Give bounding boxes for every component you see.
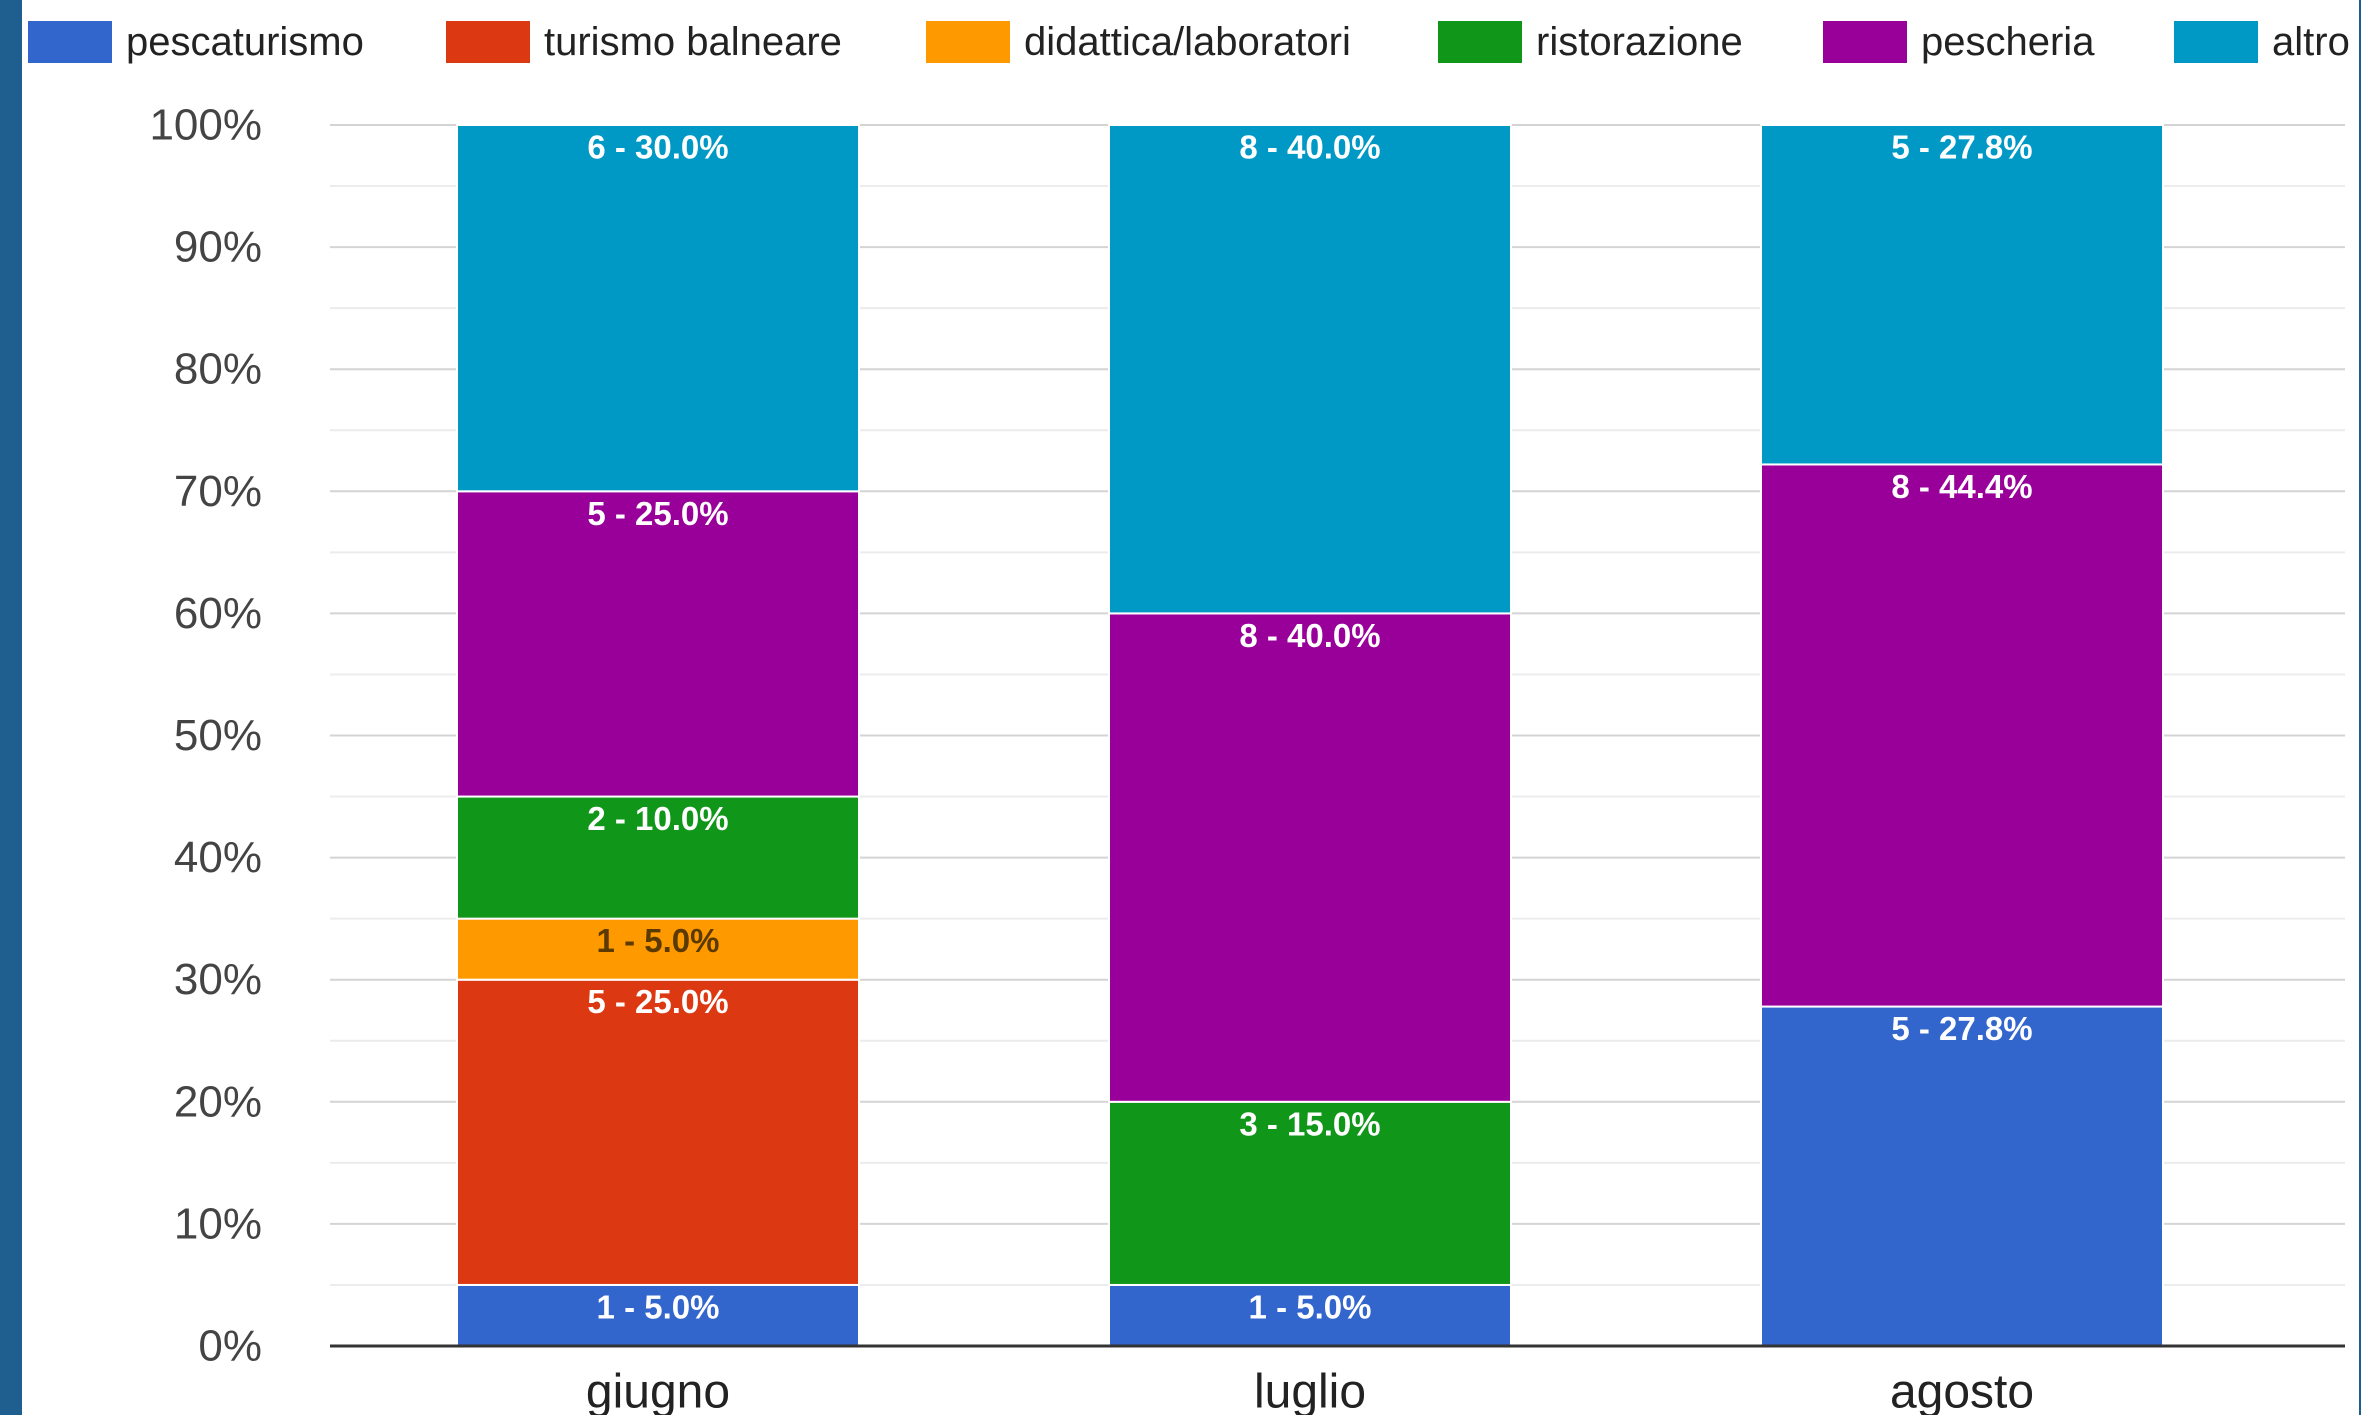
y-tick-label: 90% <box>174 223 262 272</box>
bar-data-label: 3 - 15.0% <box>1239 1105 1380 1142</box>
y-tick-label: 60% <box>174 589 262 638</box>
bar-segment-0-1 <box>456 978 860 1286</box>
x-axis: giugno luglio agosto <box>330 1344 2345 1415</box>
y-axis: 0% 10% 20% 30% 40% 50% 60% 70% 80% 90% 100% <box>149 101 262 1371</box>
y-tick-label: 40% <box>174 833 262 882</box>
bars: 1 - 5.0% 5 - 25.0% 1 - 5.0% 2 - 10.0% 5 - 25… <box>456 124 2164 1347</box>
y-tick-label: 10% <box>174 1199 262 1248</box>
legend-label-1: turismo balneare <box>544 20 842 64</box>
bar-data-label: 2 - 10.0% <box>587 800 728 837</box>
x-category-label: giugno <box>586 1366 730 1415</box>
legend: pescaturismo turismo balneare didattica/la… <box>28 20 2350 64</box>
bar-data-label: 1 - 5.0% <box>597 1288 720 1325</box>
bar-data-label: 5 - 27.8% <box>1891 1010 2032 1047</box>
legend-label-3: ristorazione <box>1536 20 1743 64</box>
bar-data-label: 5 - 25.0% <box>587 495 728 532</box>
x-category-label: agosto <box>1890 1366 2034 1415</box>
legend-label-4: pescheria <box>1921 20 2095 64</box>
legend-label-5: altro <box>2272 20 2350 64</box>
bar-segment-1-5 <box>1108 124 1512 615</box>
legend-label-2: didattica/laboratori <box>1024 20 1351 64</box>
bar-data-label: 1 - 5.0% <box>597 922 720 959</box>
x-category-label: luglio <box>1254 1366 1366 1415</box>
bar-data-label: 5 - 25.0% <box>587 983 728 1020</box>
y-tick-label: 30% <box>174 955 262 1004</box>
right-border-strip <box>2359 0 2361 1415</box>
bar-segment-0-3 <box>456 795 860 920</box>
legend-swatch-1 <box>446 21 530 63</box>
legend-label-0: pescaturismo <box>126 20 364 64</box>
bar-data-label: 5 - 27.8% <box>1891 129 2032 166</box>
bar-data-label: 1 - 5.0% <box>1249 1288 1372 1325</box>
left-border-strip <box>0 0 22 1415</box>
y-tick-label: 50% <box>174 711 262 760</box>
bar-segment-2-0 <box>1760 1005 2164 1347</box>
bar-segment-2-5 <box>1760 124 2164 466</box>
bar-data-label: 8 - 40.0% <box>1239 617 1380 654</box>
bar-segment-1-3 <box>1108 1100 1512 1286</box>
y-tick-label: 80% <box>174 345 262 394</box>
legend-swatch-0 <box>28 21 112 63</box>
legend-swatch-5 <box>2174 21 2258 63</box>
bar-segment-0-5 <box>456 124 860 493</box>
bar-segment-0-2 <box>456 917 860 981</box>
bar-segment-2-4 <box>1760 463 2164 1008</box>
bar-segment-1-4 <box>1108 612 1512 1103</box>
y-tick-label: 100% <box>149 101 262 150</box>
legend-swatch-3 <box>1438 21 1522 63</box>
legend-swatch-4 <box>1823 21 1907 63</box>
bar-segment-1-0 <box>1108 1283 1512 1347</box>
bar-segment-0-0 <box>456 1283 860 1347</box>
y-tick-label: 0% <box>198 1322 262 1371</box>
legend-swatch-2 <box>926 21 1010 63</box>
bar-data-label: 8 - 40.0% <box>1239 129 1380 166</box>
bar-data-label: 8 - 44.4% <box>1891 468 2032 505</box>
y-tick-label: 20% <box>174 1077 262 1126</box>
bar-segment-0-4 <box>456 490 860 798</box>
bar-data-label: 6 - 30.0% <box>587 129 728 166</box>
y-tick-label: 70% <box>174 467 262 516</box>
